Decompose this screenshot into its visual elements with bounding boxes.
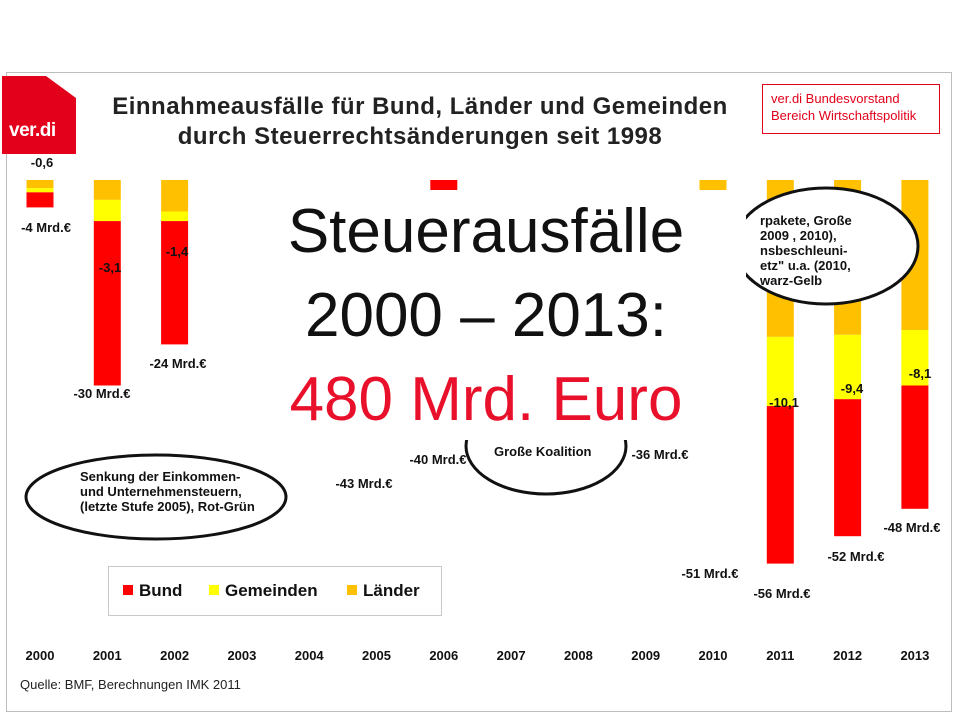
x-tick-2004: 2004 bbox=[295, 648, 325, 663]
title-line-1: Einnahmeausfälle für Bund, Länder und Ge… bbox=[112, 93, 728, 120]
segment-label-2013: -8,1 bbox=[909, 366, 931, 381]
data-labels: -4 Mrd.€ -30 Mrd.€ -24 Mrd.€ -43 Mrd.€ -40 M… bbox=[21, 155, 940, 601]
note-right-line-1: rpakete, Große bbox=[760, 213, 852, 228]
bar-2012-bund bbox=[834, 399, 862, 537]
bar-2013-bund bbox=[901, 385, 929, 509]
legend-label-bund: Bund bbox=[139, 581, 183, 600]
org-line-1: ver.di Bundesvorstand bbox=[771, 91, 900, 106]
note-middle: Große Koalition bbox=[494, 444, 592, 459]
note-left: Senkung der Einkommen- und Unternehmenst… bbox=[80, 469, 255, 514]
legend-label-laender: Länder bbox=[363, 581, 420, 600]
legend: Bund Gemeinden Länder bbox=[108, 566, 442, 616]
logo-corner-cut bbox=[46, 76, 76, 98]
x-tick-2002: 2002 bbox=[160, 648, 189, 663]
bar-2001-bund bbox=[93, 221, 121, 386]
total-label-2011: -56 Mrd.€ bbox=[753, 586, 810, 601]
overlay-line-3: 480 Mrd. Euro bbox=[289, 365, 683, 434]
x-tick-2000: 2000 bbox=[26, 648, 55, 663]
note-right-line-3: nsbeschleuni- bbox=[760, 243, 848, 258]
overlay-box: Steuerausfälle 2000 – 2013: 480 Mrd. Eur… bbox=[226, 190, 746, 440]
x-tick-2005: 2005 bbox=[362, 648, 391, 663]
org-line-2: Bereich Wirtschaftspolitik bbox=[771, 108, 917, 123]
note-left-line-2: und Unternehmensteuern, bbox=[80, 484, 242, 499]
note-right-line-2: 2009 , 2010), bbox=[760, 228, 837, 243]
total-label-2009: -36 Mrd.€ bbox=[631, 447, 688, 462]
legend-item-laender: Länder bbox=[347, 581, 420, 601]
total-label-2005: -43 Mrd.€ bbox=[335, 476, 392, 491]
segment-label-2012: -9,4 bbox=[841, 381, 864, 396]
bar-2000-bund bbox=[26, 192, 54, 208]
note-left-line-3: (letzte Stufe 2005), Rot-Grün bbox=[80, 499, 255, 514]
bar-2000-laender bbox=[26, 180, 54, 189]
bar-2002-bund bbox=[161, 221, 189, 345]
total-label-2012: -52 Mrd.€ bbox=[827, 549, 884, 564]
bar-2011-gemeinden bbox=[766, 336, 794, 407]
chart-title: Einnahmeausfälle für Bund, Länder und Ge… bbox=[80, 92, 760, 152]
x-tick-2009: 2009 bbox=[631, 648, 660, 663]
title-line-2: durch Steuerrechtsänderungen seit 1998 bbox=[177, 123, 663, 150]
x-tick-2011: 2011 bbox=[766, 648, 794, 663]
bar-2002-gemeinden bbox=[161, 211, 189, 222]
x-tick-2010: 2010 bbox=[699, 648, 728, 663]
bar-2001-laender bbox=[93, 180, 121, 200]
x-tick-2001: 2001 bbox=[93, 648, 122, 663]
x-tick-2012: 2012 bbox=[833, 648, 862, 663]
segment-label-2000: -0,6 bbox=[31, 155, 53, 170]
note-right: rpakete, Große 2009 , 2010), nsbeschleun… bbox=[760, 213, 852, 288]
total-label-2002: -24 Mrd.€ bbox=[149, 356, 206, 371]
bar-2013-gemeinden bbox=[901, 330, 929, 386]
overlay-line-1: Steuerausfälle bbox=[287, 197, 685, 266]
total-label-2010: -51 Mrd.€ bbox=[681, 566, 738, 581]
bar-2011-bund bbox=[766, 406, 794, 564]
segment-label-2001: -3,1 bbox=[99, 260, 121, 275]
bar-2001-gemeinden bbox=[93, 199, 121, 222]
total-label-2006: -40 Mrd.€ bbox=[409, 452, 466, 467]
legend-label-gemeinden: Gemeinden bbox=[225, 581, 318, 600]
x-tick-2003: 2003 bbox=[227, 648, 256, 663]
bar-2000-gemeinden bbox=[26, 188, 54, 193]
legend-item-gemeinden: Gemeinden bbox=[209, 581, 318, 601]
bar-2012-gemeinden bbox=[834, 334, 862, 400]
legend-swatch-laender bbox=[347, 585, 357, 595]
legend-item-bund: Bund bbox=[123, 581, 182, 601]
bar-2002-laender bbox=[161, 180, 189, 212]
overlay-line-2: 2000 – 2013: bbox=[304, 281, 667, 350]
x-tick-2006: 2006 bbox=[429, 648, 458, 663]
segment-label-2002: -1,4 bbox=[166, 244, 189, 259]
total-label-2013: -48 Mrd.€ bbox=[883, 520, 940, 535]
x-tick-2007: 2007 bbox=[497, 648, 526, 663]
note-ellipse-left bbox=[24, 453, 288, 541]
organization-box: ver.di Bundesvorstand Bereich Wirtschaft… bbox=[762, 84, 940, 134]
note-right-line-5: warz-Gelb bbox=[760, 273, 823, 288]
segment-label-2011: -10,1 bbox=[769, 395, 799, 410]
source-note: Quelle: BMF, Berechnungen IMK 2011 bbox=[20, 677, 241, 692]
note-left-line-1: Senkung der Einkommen- bbox=[80, 469, 241, 484]
x-tick-labels: 2000 2001 2002 2003 2004 2005 2006 2007 2008 2009… bbox=[26, 648, 930, 663]
logo-text: ver.di bbox=[9, 120, 56, 141]
total-label-2001: -30 Mrd.€ bbox=[73, 386, 130, 401]
chart-frame bbox=[6, 72, 952, 712]
note-right-line-4: etz" u.a. (2010, bbox=[760, 258, 851, 273]
x-tick-2008: 2008 bbox=[564, 648, 593, 663]
legend-swatch-bund bbox=[123, 585, 133, 595]
total-label-2000: -4 Mrd.€ bbox=[21, 220, 71, 235]
x-tick-2013: 2013 bbox=[900, 648, 929, 663]
verdi-logo: ver.di bbox=[2, 76, 76, 154]
legend-swatch-gemeinden bbox=[209, 585, 219, 595]
